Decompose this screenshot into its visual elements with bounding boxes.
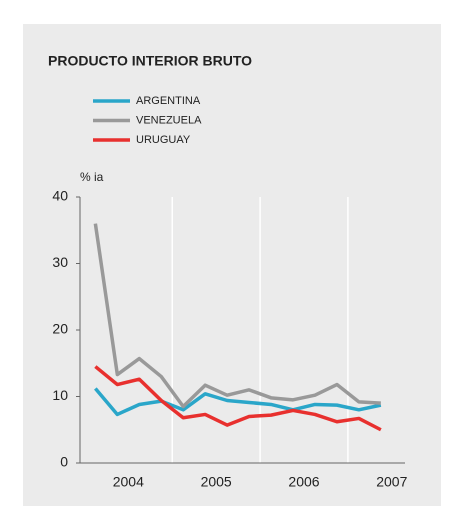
series-line: [94, 387, 382, 417]
y-tick-label: 30: [52, 254, 68, 270]
legend-label: ARGENTINA: [136, 95, 201, 107]
legend-label: VENEZUELA: [136, 114, 202, 126]
y-tick-label: 0: [60, 454, 68, 470]
series-line: [93, 223, 381, 409]
x-tick-label: 2005: [201, 474, 232, 490]
x-tick-label: 2007: [376, 474, 407, 490]
x-tick-label: 2004: [113, 474, 144, 490]
y-tick-label: 10: [52, 387, 68, 403]
legend-label: URUGUAY: [136, 134, 191, 146]
panel: [23, 24, 441, 506]
y-tick-label: 40: [52, 188, 68, 204]
series-line: [94, 365, 382, 432]
chart-title: PRODUCTO INTERIOR BRUTO: [48, 53, 252, 69]
y-axis-label: % ia: [80, 170, 104, 184]
x-tick-label: 2006: [288, 474, 319, 490]
y-tick-label: 20: [52, 321, 68, 337]
